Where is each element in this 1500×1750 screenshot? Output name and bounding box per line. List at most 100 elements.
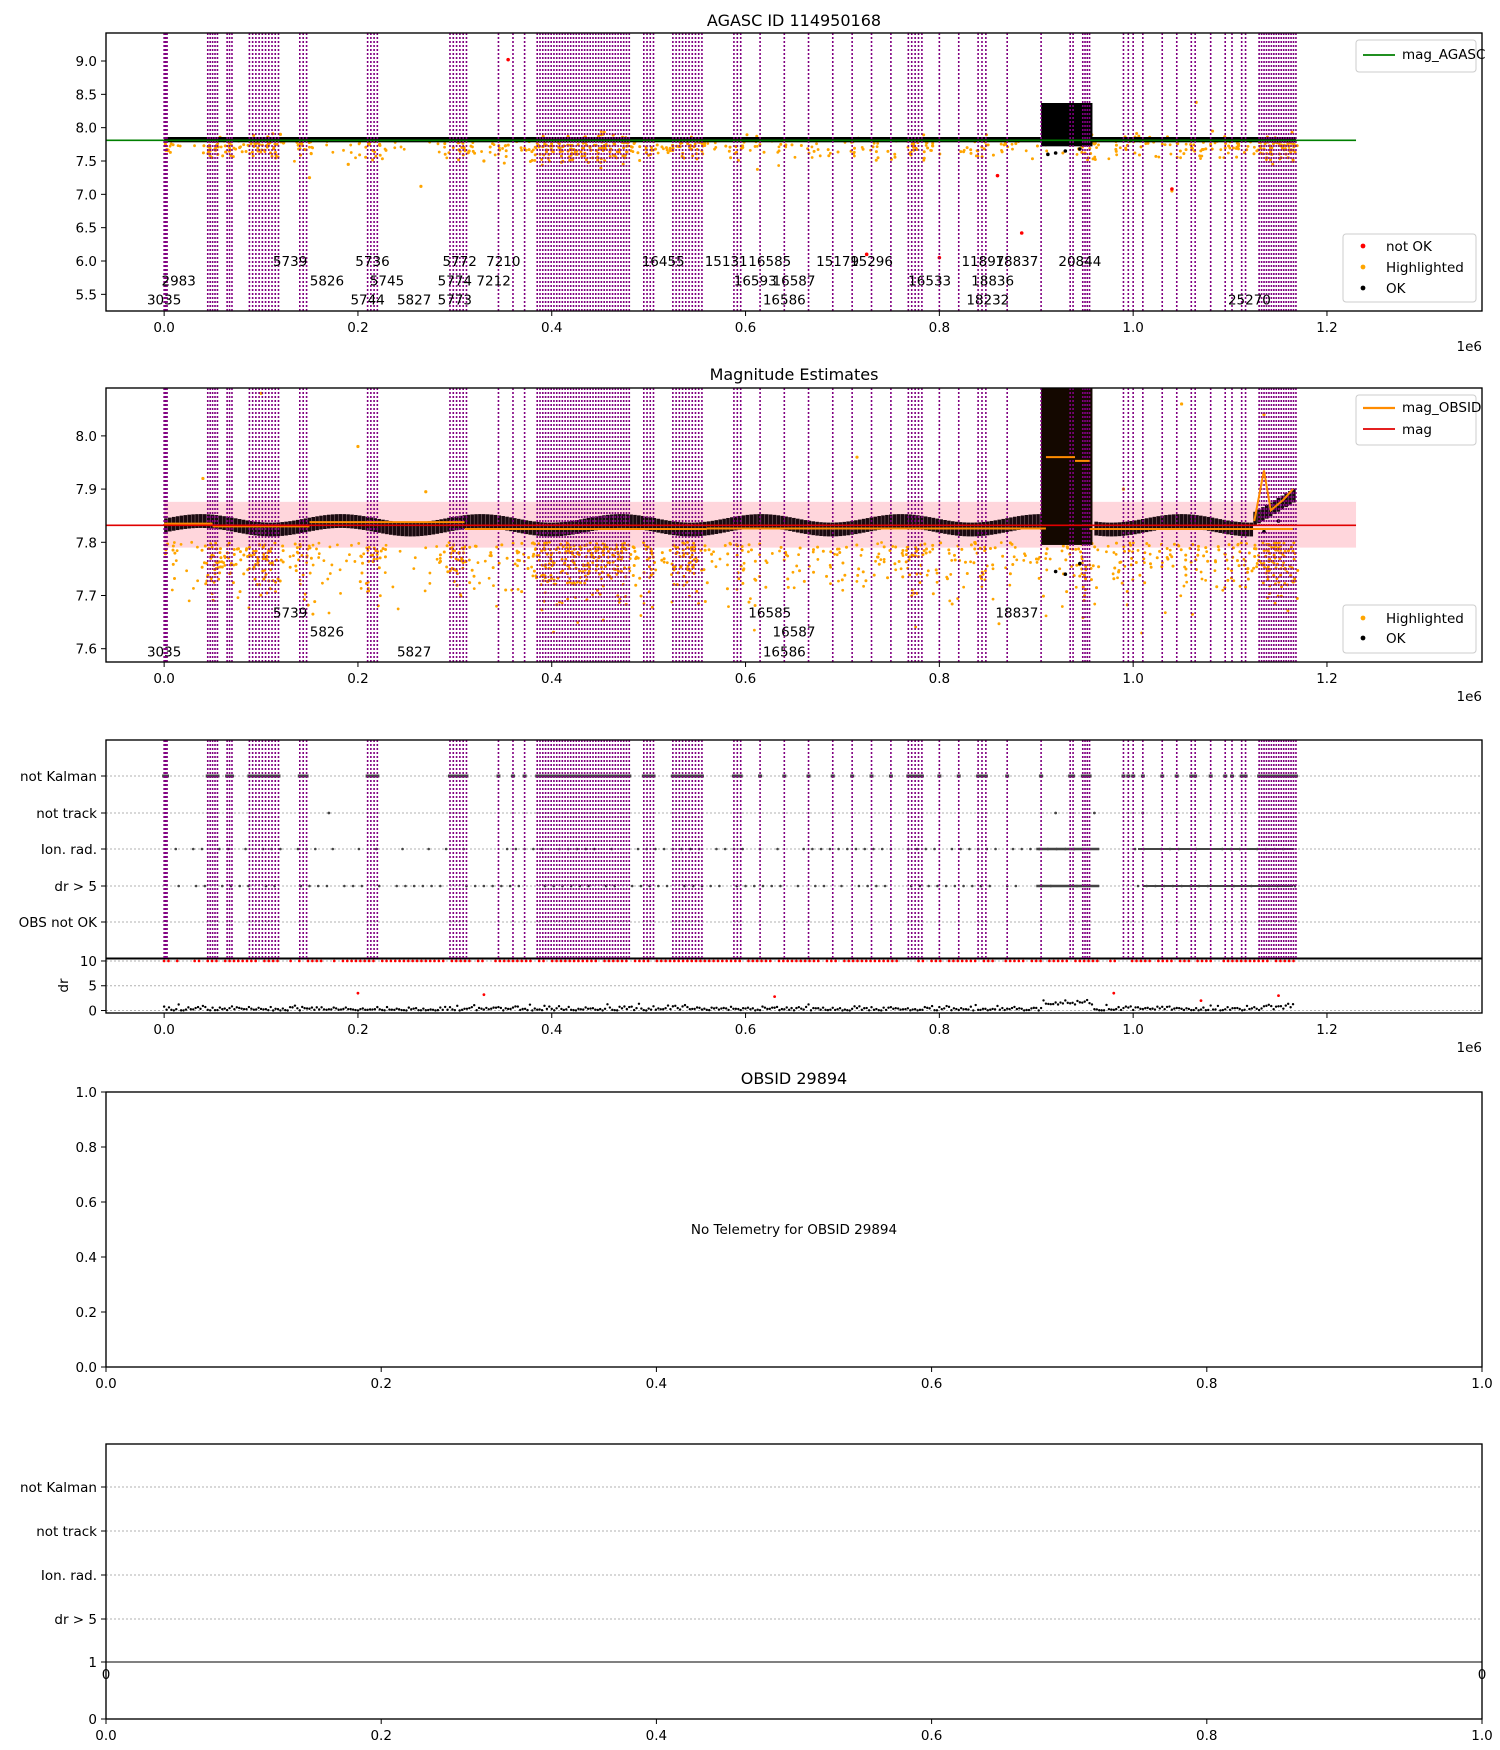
highlighted-point: [724, 144, 728, 148]
dr-point: [976, 1008, 980, 1012]
dr-point: [315, 1006, 318, 1009]
highlighted-point: [882, 545, 886, 549]
dr-point: [317, 1008, 321, 1011]
dr-capped-point: [690, 959, 694, 963]
flag-dr5: [421, 884, 425, 888]
ok-points-trace: [454, 516, 459, 531]
highlighted-point: [1045, 547, 1049, 551]
dr-capped-point: [476, 959, 480, 963]
dr-point: [1270, 1004, 1273, 1008]
obsid-label: 16585: [748, 606, 791, 622]
dr-capped-point: [1109, 959, 1112, 963]
highlighted-point: [236, 596, 240, 600]
dr-point: [1049, 1003, 1052, 1006]
dr-point: [247, 1005, 251, 1009]
highlighted-point: [1183, 565, 1187, 569]
highlighted-point: [1064, 558, 1068, 562]
dr-point: [213, 1008, 217, 1012]
dr-capped-point: [1143, 959, 1147, 963]
highlighted-point: [906, 545, 910, 549]
highlighted-point: [1238, 584, 1242, 588]
highlighted-point: [748, 149, 752, 152]
dr-point: [451, 1008, 454, 1011]
highlighted-point: [1044, 552, 1048, 556]
x-tick-label: 0.2: [347, 1022, 368, 1038]
highlighted-point: [437, 150, 441, 154]
obsid-label: 5745: [370, 273, 404, 289]
highlighted-point: [1155, 556, 1159, 560]
ok-points-trace: [439, 519, 443, 534]
highlighted-point: [960, 547, 964, 551]
highlighted-point: [1139, 145, 1143, 149]
dr-point: [560, 1007, 563, 1011]
highlighted-point: [504, 149, 508, 153]
highlighted-point: [228, 146, 231, 150]
dr-point: [1214, 1008, 1217, 1011]
obsid-label: 7212: [476, 273, 510, 289]
dr-capped-point: [1252, 959, 1256, 963]
highlighted-point: [200, 548, 204, 552]
highlighted-point: [1136, 549, 1140, 552]
highlighted-point: [926, 569, 930, 573]
ok-points-trace: [501, 516, 505, 530]
highlighted-point: [872, 573, 876, 577]
highlighted-point: [666, 151, 670, 155]
axes-frame: [105, 1443, 1483, 1720]
highlighted-point: [1242, 557, 1246, 561]
highlighted-point: [223, 556, 227, 559]
ok-points-trace: [753, 514, 757, 529]
highlighted-point: [393, 146, 397, 150]
highlighted-point: [1165, 555, 1169, 559]
ok-points-trace: [381, 519, 385, 534]
highlighted-point: [1170, 555, 1174, 559]
dr-point: [325, 1008, 328, 1011]
highlighted-point: [632, 564, 636, 568]
dr-point: [598, 1007, 602, 1011]
dr-capped-point: [847, 959, 851, 963]
dr-point: [1119, 1008, 1123, 1012]
ok-points-trace: [733, 516, 738, 531]
dr-point-red: [1277, 994, 1280, 998]
highlighted-point: [1273, 541, 1277, 545]
dr-point: [778, 1008, 781, 1012]
highlighted-point: [599, 166, 603, 170]
flag-ion-rad: [828, 847, 832, 851]
dr-capped-point: [947, 959, 951, 963]
highlighted-point: [1223, 146, 1227, 150]
dr-point: [364, 1008, 367, 1012]
highlighted-point: [587, 569, 591, 573]
dr-capped-point: [607, 959, 611, 963]
highlighted-point: [491, 566, 495, 570]
ok-points-trace: [1171, 514, 1176, 529]
legend-swatch: [1360, 243, 1366, 249]
dr-point: [1151, 1007, 1154, 1010]
highlighted-point: [1115, 153, 1119, 157]
dr-point: [339, 1008, 343, 1011]
dr-point: [741, 1006, 745, 1010]
dr-point: [850, 1007, 854, 1011]
dr-capped-point: [215, 959, 218, 963]
dr-point: [456, 1004, 459, 1008]
highlighted-point: [516, 564, 519, 568]
highlighted-point: [317, 552, 321, 556]
highlighted-point: [1184, 558, 1188, 562]
highlighted-point: [1250, 569, 1254, 573]
dr-point: [1078, 1001, 1082, 1004]
highlighted-point: [442, 550, 446, 554]
dr-capped-point: [1279, 959, 1282, 963]
x-tick-label: 0.8: [929, 671, 950, 687]
dr-capped-point: [1248, 959, 1252, 963]
dr-point: [417, 1008, 420, 1012]
dr-point: [1090, 1003, 1094, 1006]
highlighted-point: [520, 590, 524, 594]
dr-point: [1076, 999, 1079, 1003]
highlighted-point: [1271, 162, 1275, 166]
obsid-label: 5772: [443, 254, 477, 270]
ok-points-trace: [1148, 517, 1153, 532]
highlighted-point: [668, 146, 672, 150]
dr-capped-point: [734, 959, 737, 963]
highlighted-point: [915, 572, 919, 576]
dr-point-red: [1199, 999, 1203, 1003]
dr-point: [863, 1007, 866, 1010]
